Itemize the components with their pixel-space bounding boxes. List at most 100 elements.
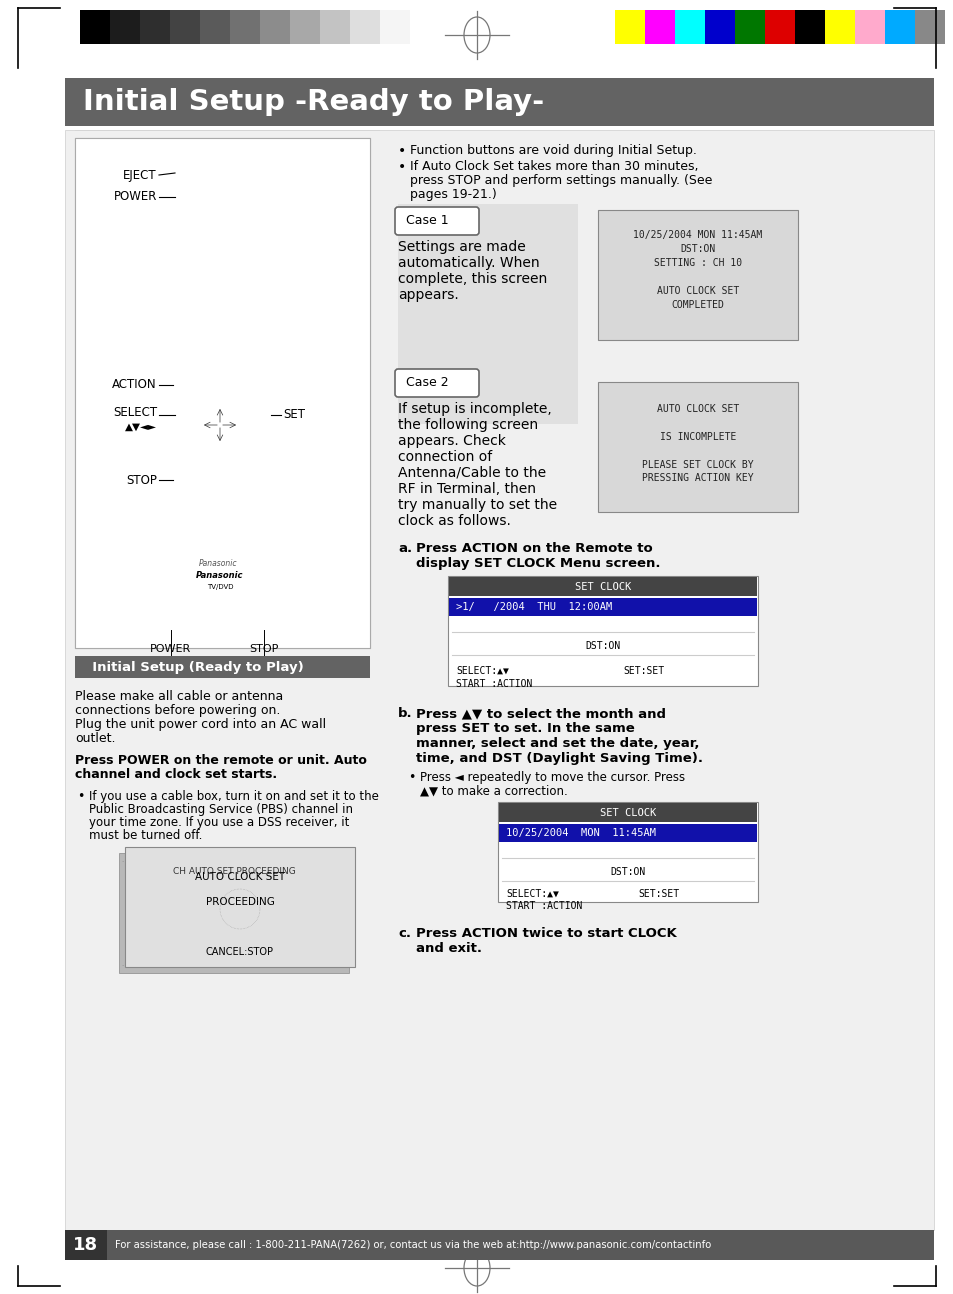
Text: Initial Setup (Ready to Play): Initial Setup (Ready to Play)	[83, 660, 303, 673]
Text: AUTO CLOCK SET: AUTO CLOCK SET	[657, 286, 739, 296]
FancyBboxPatch shape	[222, 528, 244, 540]
Bar	[100, 578, 335, 584]
Circle shape	[253, 600, 261, 609]
Circle shape	[179, 260, 194, 276]
Bar	[65, 1231, 933, 1260]
Bar	[277, 608, 333, 620]
Text: POWER: POWER	[151, 644, 192, 653]
Bar	[125, 848, 355, 967]
Text: a.: a.	[397, 542, 412, 555]
Bar	[170, 10, 200, 44]
Text: 18: 18	[73, 1236, 98, 1254]
FancyBboxPatch shape	[244, 455, 274, 472]
Text: For assistance, please call : 1-800-211-PANA(7262) or, contact us via the web at: For assistance, please call : 1-800-211-…	[115, 1240, 711, 1250]
Text: Function buttons are void during Initial Setup.: Function buttons are void during Initial…	[410, 144, 696, 157]
FancyBboxPatch shape	[196, 550, 219, 562]
Text: ACTION: ACTION	[112, 379, 157, 392]
Circle shape	[309, 600, 316, 609]
Text: •: •	[408, 771, 415, 784]
Text: PLEASE SET CLOCK BY: PLEASE SET CLOCK BY	[641, 459, 753, 470]
Bar	[119, 853, 349, 973]
Text: time, and DST (Daylight Saving Time).: time, and DST (Daylight Saving Time).	[416, 752, 702, 765]
Circle shape	[267, 600, 274, 609]
Bar	[704, 10, 734, 44]
Text: automatically. When: automatically. When	[397, 256, 539, 270]
Text: Press ▲▼ to select the month and: Press ▲▼ to select the month and	[416, 707, 665, 719]
Text: >1/   /2004  THU  12:00AM: >1/ /2004 THU 12:00AM	[456, 602, 612, 612]
Circle shape	[209, 311, 225, 326]
Text: DST:ON: DST:ON	[585, 641, 620, 651]
Circle shape	[179, 311, 194, 326]
Bar	[80, 10, 110, 44]
Text: Antenna/Cable to the: Antenna/Cable to the	[397, 466, 545, 480]
Circle shape	[210, 345, 224, 360]
Text: ▲▼◄►: ▲▼◄►	[125, 422, 157, 432]
Text: DST:ON: DST:ON	[610, 867, 645, 877]
Bar	[854, 10, 884, 44]
Text: COMPLETED: COMPLETED	[671, 300, 723, 311]
Circle shape	[294, 600, 303, 609]
Circle shape	[239, 285, 254, 302]
Text: complete, this screen: complete, this screen	[397, 272, 547, 286]
Bar	[498, 824, 757, 842]
Text: channel and clock set starts.: channel and clock set starts.	[75, 769, 276, 782]
Bar	[65, 78, 933, 126]
Text: SET CLOCK: SET CLOCK	[599, 807, 656, 818]
FancyBboxPatch shape	[222, 483, 244, 497]
Text: •: •	[397, 144, 406, 158]
FancyBboxPatch shape	[167, 163, 273, 217]
FancyBboxPatch shape	[395, 369, 478, 397]
Text: manner, select and set the date, year,: manner, select and set the date, year,	[416, 738, 699, 751]
FancyBboxPatch shape	[105, 597, 120, 609]
Text: RF in Terminal, then: RF in Terminal, then	[397, 481, 536, 496]
Bar	[78, 547, 100, 628]
FancyBboxPatch shape	[196, 483, 219, 497]
Bar	[319, 10, 350, 44]
FancyBboxPatch shape	[247, 506, 269, 518]
FancyBboxPatch shape	[244, 455, 274, 472]
FancyBboxPatch shape	[222, 550, 244, 562]
FancyBboxPatch shape	[196, 528, 219, 540]
Bar	[78, 547, 357, 628]
Circle shape	[281, 600, 289, 609]
Text: SELECT: SELECT	[112, 406, 157, 419]
Text: your time zone. If you use a DSS receiver, it: your time zone. If you use a DSS receive…	[89, 817, 349, 829]
Text: •: •	[397, 160, 406, 173]
FancyBboxPatch shape	[172, 528, 193, 540]
Bar	[110, 10, 140, 44]
Text: SET:SET: SET:SET	[638, 889, 679, 899]
Text: SELECT:▲▼: SELECT:▲▼	[456, 666, 508, 675]
FancyBboxPatch shape	[169, 597, 184, 609]
Bar	[448, 576, 758, 686]
Circle shape	[209, 236, 225, 251]
FancyBboxPatch shape	[152, 597, 168, 609]
Bar	[824, 10, 854, 44]
Bar	[615, 10, 644, 44]
Text: appears.: appears.	[397, 289, 458, 302]
Circle shape	[179, 236, 194, 251]
Text: ▲▼ to make a correction.: ▲▼ to make a correction.	[419, 785, 567, 798]
Text: Settings are made: Settings are made	[397, 239, 525, 254]
Circle shape	[180, 366, 193, 380]
Circle shape	[195, 401, 244, 449]
Circle shape	[239, 260, 254, 276]
Text: Press ACTION twice to start CLOCK: Press ACTION twice to start CLOCK	[416, 927, 676, 939]
Text: AUTO CLOCK SET: AUTO CLOCK SET	[194, 872, 285, 883]
Text: AUTO CLOCK SET: AUTO CLOCK SET	[657, 404, 739, 414]
Text: SETTING : CH 10: SETTING : CH 10	[653, 258, 741, 268]
FancyBboxPatch shape	[222, 506, 244, 518]
Text: display SET CLOCK Menu screen.: display SET CLOCK Menu screen.	[416, 556, 659, 569]
Text: START :ACTION: START :ACTION	[505, 901, 581, 911]
Text: Press ACTION on the Remote to: Press ACTION on the Remote to	[416, 542, 652, 555]
Text: TV/DVD: TV/DVD	[207, 584, 233, 590]
Bar	[230, 10, 260, 44]
FancyBboxPatch shape	[184, 455, 213, 472]
Text: Press ◄ repeatedly to move the cursor. Press: Press ◄ repeatedly to move the cursor. P…	[419, 771, 684, 784]
Text: If setup is incomplete,: If setup is incomplete,	[397, 402, 551, 415]
Bar	[794, 10, 824, 44]
Text: Panasonic: Panasonic	[196, 571, 244, 580]
FancyBboxPatch shape	[225, 170, 244, 189]
Circle shape	[239, 311, 254, 326]
FancyBboxPatch shape	[159, 149, 281, 521]
Circle shape	[240, 345, 253, 360]
